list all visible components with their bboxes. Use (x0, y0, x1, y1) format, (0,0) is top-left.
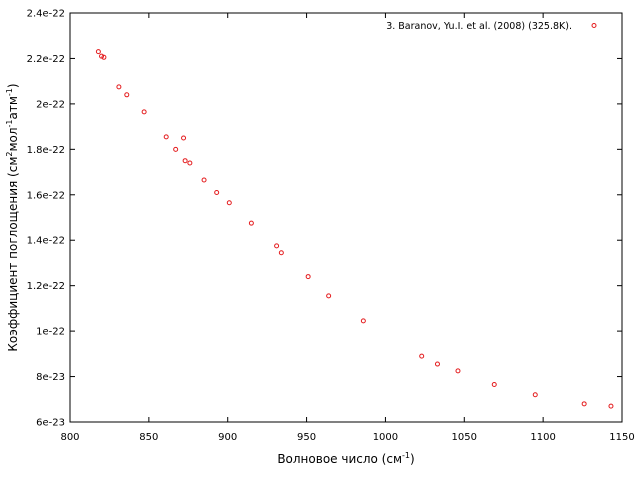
legend-label: 3. Baranov, Yu.I. et al. (2008) (325.8K)… (386, 21, 572, 32)
data-point (116, 84, 122, 90)
y-axis-title-text: атм (6, 96, 20, 119)
data-points (95, 49, 614, 409)
data-point (434, 361, 440, 367)
x-axis-title-text: Волновое число (см (277, 452, 402, 466)
plot-frame (69, 12, 623, 423)
data-point (141, 109, 147, 115)
legend-marker (591, 23, 597, 28)
y-tick-label: 1.8e-22 (27, 145, 65, 156)
data-point (455, 368, 461, 374)
y-tick-label: 1.4e-22 (27, 236, 65, 247)
data-point (248, 220, 254, 226)
axis-ticks: 800 850 900 950 1000 1050 1100 1150 6e-23 8e-23 1e… (27, 9, 635, 444)
data-point (201, 177, 207, 183)
y-tick-label: 8e-23 (36, 372, 65, 383)
x-tick-label: 850 (139, 432, 158, 443)
data-point (581, 401, 587, 407)
y-axis-title: Коэффициент поглощения (см2мол-1атм-1) (5, 83, 20, 351)
y-tick-label: 1.6e-22 (27, 190, 65, 201)
data-point (491, 382, 497, 388)
data-point (360, 318, 366, 324)
y-tick-label: 6e-23 (36, 418, 65, 429)
axis-titles: Волновое число (см-1)Коэффициент поглоще… (5, 83, 415, 466)
data-point (187, 160, 193, 166)
x-axis-title-tail: ) (410, 452, 415, 466)
x-axis-title: Волновое число (см-1) (277, 451, 414, 466)
x-tick-label: 1000 (373, 432, 398, 443)
y-axis-title-text: Коэффициент поглощения (см (6, 157, 20, 352)
x-tick-label: 950 (297, 432, 316, 443)
x-tick-label: 1050 (452, 432, 477, 443)
x-tick-label: 900 (218, 432, 237, 443)
x-tick-label: 1100 (530, 432, 555, 443)
data-point (95, 49, 101, 55)
data-point (608, 403, 614, 409)
data-point (181, 135, 187, 141)
data-point (274, 243, 280, 249)
x-tick-label: 800 (60, 432, 79, 443)
data-point (278, 250, 284, 256)
x-axis-title-superscript: -1 (402, 451, 410, 460)
y-axis-title-text: мол (6, 127, 20, 151)
y-axis-title-text: ) (6, 83, 20, 88)
y-tick-label: 1e-22 (36, 327, 65, 338)
y-axis-title-superscript: -1 (5, 88, 14, 96)
data-point (419, 353, 425, 359)
data-point (124, 92, 130, 98)
data-point (226, 200, 232, 206)
y-tick-label: 2e-22 (36, 99, 65, 110)
data-point (214, 190, 220, 196)
data-point (163, 134, 169, 140)
data-point (101, 54, 107, 60)
plot-border (69, 12, 623, 423)
data-point (182, 158, 188, 164)
y-tick-label: 2.4e-22 (27, 9, 65, 20)
y-axis-title-superscript: -1 (5, 119, 14, 127)
data-point (532, 392, 538, 398)
data-point (99, 53, 105, 59)
legend: 3. Baranov, Yu.I. et al. (2008) (325.8K)… (386, 21, 597, 32)
data-point (326, 293, 332, 299)
data-point (173, 146, 179, 152)
x-tick-label: 1150 (609, 432, 634, 443)
data-point (305, 274, 311, 280)
y-tick-label: 1.2e-22 (27, 281, 65, 292)
y-axis-title-superscript: 2 (5, 152, 14, 157)
y-tick-label: 2.2e-22 (27, 54, 65, 65)
